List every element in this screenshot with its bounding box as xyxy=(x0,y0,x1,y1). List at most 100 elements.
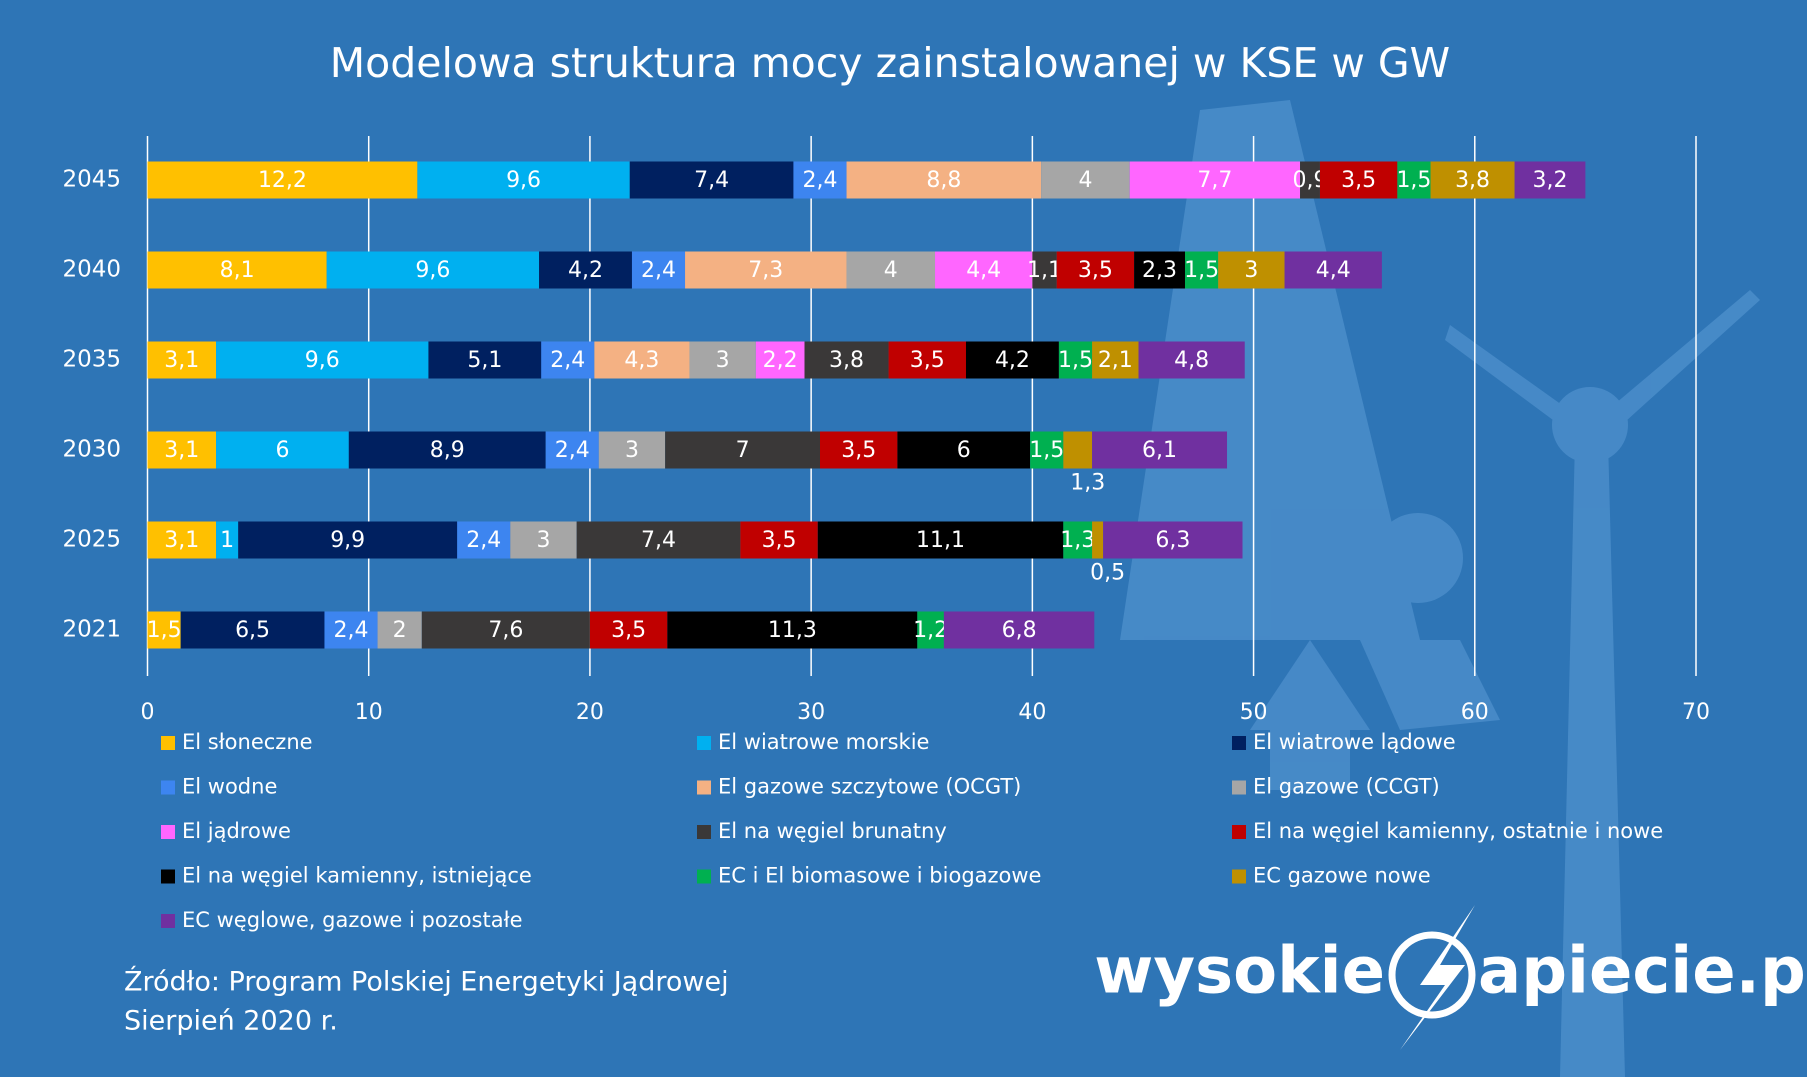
bar-segment xyxy=(147,521,217,559)
legend-label: El wodne xyxy=(182,775,277,799)
value-label: 3,5 xyxy=(1078,258,1113,283)
legend-label: El wiatrowe lądowe xyxy=(1253,730,1456,754)
value-label: 3,5 xyxy=(910,348,945,373)
x-tick-label: 70 xyxy=(1682,700,1710,725)
bar-segment xyxy=(943,611,1095,649)
bar-segment xyxy=(216,431,349,469)
bar-segment xyxy=(935,251,1033,289)
bar-segment xyxy=(846,161,1042,199)
value-label: 3,8 xyxy=(1455,168,1490,193)
bar-segment xyxy=(457,521,511,559)
value-label: 4,2 xyxy=(568,258,603,283)
bar-segment xyxy=(1030,431,1064,469)
value-label: 3,5 xyxy=(841,438,876,463)
bar-segment xyxy=(1056,251,1135,289)
legend-swatch xyxy=(161,869,175,884)
value-label: 2,4 xyxy=(802,168,837,193)
value-label: 4,2 xyxy=(995,348,1030,373)
bar-segment xyxy=(1058,341,1093,379)
legend-swatch xyxy=(697,780,711,795)
value-label: 1,5 xyxy=(1029,438,1064,463)
value-label: 7 xyxy=(736,438,750,463)
x-tick-label: 50 xyxy=(1240,700,1268,725)
value-label: 6 xyxy=(957,438,971,463)
y-tick-label: 2040 xyxy=(62,257,121,283)
value-label: 11,3 xyxy=(768,618,817,643)
bar-segment xyxy=(421,611,590,649)
bar-segment xyxy=(1041,161,1130,199)
bar-segment xyxy=(755,341,805,379)
bar-segment xyxy=(1092,431,1228,469)
value-label: 8,1 xyxy=(220,258,255,283)
bar-segment xyxy=(1397,161,1431,199)
y-tick-label: 2035 xyxy=(62,347,121,373)
bar-segment xyxy=(685,251,847,289)
value-label: 6,5 xyxy=(235,618,270,643)
value-label: 5,1 xyxy=(467,348,502,373)
value-label: 1,5 xyxy=(1058,348,1093,373)
legend-swatch xyxy=(697,869,711,884)
bar-segment xyxy=(216,521,239,559)
source: Źródło: Program Polskiej Energetyki Jądr… xyxy=(124,966,729,998)
bar-segment xyxy=(147,611,181,649)
value-label: 3,5 xyxy=(762,528,797,553)
bar-segment xyxy=(1103,521,1243,559)
value-label: 3,1 xyxy=(164,528,199,553)
bar-segment xyxy=(428,341,542,379)
value-label: 6,3 xyxy=(1155,528,1190,553)
value-label: 1 xyxy=(220,528,234,553)
value-label: 6 xyxy=(275,438,289,463)
value-label: 12,2 xyxy=(258,168,307,193)
legend-label: El gazowe (CCGT) xyxy=(1253,775,1440,799)
value-label: 4,8 xyxy=(1174,348,1209,373)
value-label: 3,5 xyxy=(1341,168,1376,193)
legend-swatch xyxy=(697,825,711,839)
bar-segment xyxy=(147,431,217,469)
value-label: 3 xyxy=(1244,258,1258,283)
x-tick-label: 60 xyxy=(1461,700,1489,725)
value-label: 2,4 xyxy=(466,528,501,553)
value-label: 2,4 xyxy=(555,438,590,463)
bar-segment xyxy=(667,611,918,649)
logo: wysokie xyxy=(1094,935,1385,1009)
legend-label: El na węgiel kamienny, ostatnie i nowe xyxy=(1253,819,1663,843)
bar-segment xyxy=(1319,161,1398,199)
value-label: 9,6 xyxy=(415,258,450,283)
legend-swatch xyxy=(161,780,175,795)
value-label: 4 xyxy=(1078,168,1092,193)
legend-label: El jądrowe xyxy=(182,819,291,843)
logo: apiecie.pl xyxy=(1478,935,1807,1009)
value-label: 8,9 xyxy=(430,438,465,463)
legend-swatch xyxy=(161,914,175,928)
bar-segment xyxy=(326,251,540,289)
value-label: 1,1 xyxy=(1027,258,1062,283)
value-label: 0,5 xyxy=(1090,561,1125,586)
value-label: 4 xyxy=(884,258,898,283)
bar-segment xyxy=(348,431,546,469)
value-label: 1,5 xyxy=(1396,168,1431,193)
bar-segment xyxy=(147,161,418,199)
bar-segment xyxy=(897,431,1031,469)
value-label: 7,4 xyxy=(641,528,676,553)
value-label: 9,9 xyxy=(330,528,365,553)
legend-swatch xyxy=(1232,825,1246,839)
value-label: 9,6 xyxy=(506,168,541,193)
legend-swatch xyxy=(161,736,175,750)
bar-segment xyxy=(377,611,422,649)
value-label: 4,3 xyxy=(624,348,659,373)
value-label: 1,5 xyxy=(147,618,182,643)
value-label: 2,1 xyxy=(1098,348,1133,373)
bar-segment xyxy=(589,611,668,649)
bar-segment xyxy=(740,521,818,559)
y-tick-label: 2021 xyxy=(62,617,121,643)
bar-segment xyxy=(689,341,756,379)
value-label: 11,1 xyxy=(916,528,965,553)
legend-label: El gazowe szczytowe (OCGT) xyxy=(718,775,1021,799)
bar-segment xyxy=(598,431,666,469)
value-label: 7,4 xyxy=(694,168,729,193)
bar-segment xyxy=(629,161,794,199)
value-label: 3 xyxy=(625,438,639,463)
value-label: 6,1 xyxy=(1142,438,1177,463)
bar-segment xyxy=(817,521,1064,559)
bar-segment xyxy=(793,161,847,199)
